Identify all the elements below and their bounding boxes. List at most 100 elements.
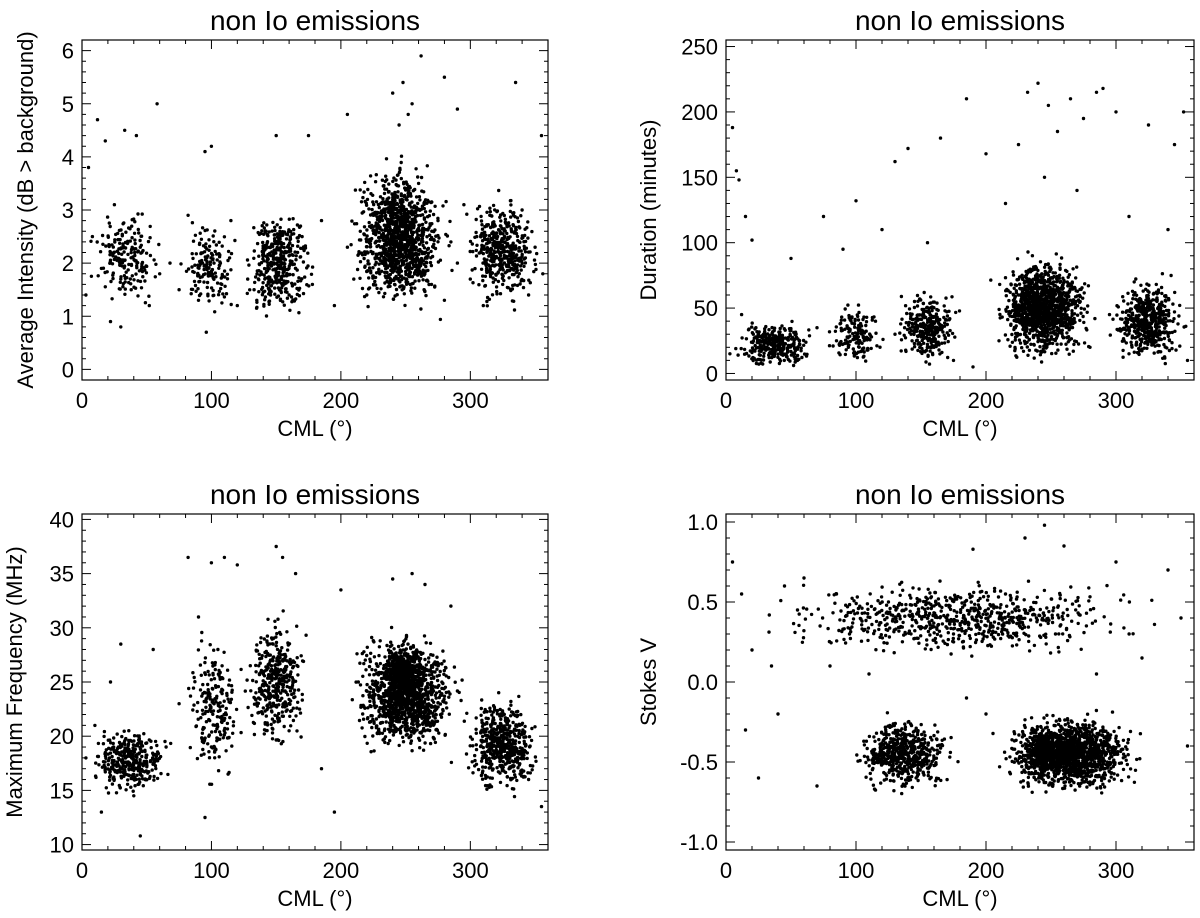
scatter-point: [409, 260, 413, 264]
scatter-point: [455, 107, 460, 111]
scatter-point: [214, 275, 218, 279]
scatter-point: [1010, 332, 1014, 337]
scatter-point: [279, 259, 283, 264]
scatter-point: [400, 238, 405, 242]
scatter-point: [129, 250, 133, 255]
scatter-point: [403, 250, 407, 254]
scatter-point: [193, 233, 198, 237]
scatter-point: [1082, 320, 1086, 325]
scatter-point: [1070, 313, 1074, 318]
scatter-point: [397, 170, 402, 175]
scatter-point: [380, 269, 384, 273]
scatter-point: [380, 178, 385, 182]
scatter-point: [998, 312, 1002, 317]
scatter-point: [395, 216, 399, 220]
scatter-point: [222, 269, 227, 273]
scatter-point: [1013, 347, 1017, 351]
scatter-point: [791, 363, 796, 368]
scatter-point: [1055, 342, 1059, 346]
scatter-point: [271, 252, 276, 257]
scatter-point: [1037, 295, 1042, 299]
scatter-point: [535, 251, 539, 256]
scatter-point: [505, 249, 510, 254]
scatter-point: [1130, 343, 1134, 347]
scatter-point: [915, 293, 920, 298]
scatter-point: [388, 246, 392, 251]
scatter-point: [797, 357, 801, 361]
scatter-point: [410, 257, 414, 261]
scatter-point: [785, 337, 790, 341]
scatter-point: [471, 281, 475, 285]
scatter-point: [219, 282, 223, 286]
scatter-point: [1133, 329, 1137, 333]
scatter-point: [366, 287, 371, 291]
scatter-point: [743, 214, 748, 219]
scatter-point: [522, 257, 526, 261]
scatter-point: [1074, 289, 1078, 293]
scatter-point: [1107, 312, 1112, 317]
scatter-point: [1166, 227, 1170, 232]
scatter-point: [1167, 311, 1171, 316]
scatter-point: [387, 273, 391, 277]
scatter-point: [364, 239, 369, 244]
scatter-point: [306, 133, 311, 138]
scatter-point: [807, 334, 812, 338]
scatter-point: [1087, 344, 1091, 349]
scatter-point: [1023, 274, 1027, 279]
scatter-point: [303, 244, 308, 248]
scatter-point: [1003, 201, 1008, 206]
scatter-point: [927, 362, 932, 366]
scatter-point: [373, 224, 378, 228]
scatter-point: [116, 231, 120, 236]
scatter-point: [132, 278, 136, 282]
scatter-point: [938, 352, 942, 356]
scatter-point: [428, 223, 432, 228]
scatter-point: [424, 269, 428, 273]
scatter-point: [494, 263, 498, 267]
scatter-point: [255, 305, 259, 309]
scatter-point: [285, 296, 290, 300]
scatter-point: [512, 308, 517, 312]
scatter-point: [921, 310, 926, 315]
scatter-point: [357, 238, 362, 242]
scatter-point: [208, 262, 212, 267]
scatter-point: [1082, 291, 1086, 295]
scatter-point: [1036, 309, 1040, 313]
scatter-point: [483, 283, 488, 288]
scatter-point: [928, 301, 932, 305]
scatter-point: [358, 229, 362, 233]
scatter-point: [1044, 307, 1048, 311]
scatter-point: [746, 328, 751, 332]
scatter-point: [509, 257, 513, 261]
scatter-point: [854, 199, 858, 203]
scatter-point: [1114, 110, 1118, 114]
scatter-point: [1176, 322, 1180, 326]
scatter-point: [148, 236, 152, 240]
scatter-point: [1154, 282, 1159, 287]
scatter-point: [383, 227, 388, 231]
scatter-point: [404, 237, 408, 242]
scatter-point: [365, 197, 370, 202]
scatter-point: [778, 326, 782, 331]
scatter-point: [257, 262, 261, 266]
scatter-point: [1045, 271, 1049, 275]
scatter-point: [224, 292, 229, 296]
scatter-point: [861, 334, 865, 338]
scatter-point: [1011, 270, 1015, 274]
scatter-point: [926, 354, 930, 358]
scatter-point: [196, 298, 201, 302]
scatter-point: [1126, 291, 1130, 295]
scatter-point: [287, 266, 291, 271]
scatter-point: [946, 355, 950, 360]
scatter-point: [279, 240, 283, 244]
scatter-point: [349, 243, 353, 247]
scatter-point: [793, 360, 797, 364]
scatter-point: [515, 266, 519, 270]
scatter-point: [424, 220, 428, 224]
scatter-point: [1125, 317, 1129, 321]
scatter-point: [1181, 110, 1186, 114]
scatter-point: [265, 283, 269, 288]
scatter-point: [104, 244, 108, 248]
scatter-point: [857, 340, 861, 344]
scatter-point: [117, 228, 122, 233]
